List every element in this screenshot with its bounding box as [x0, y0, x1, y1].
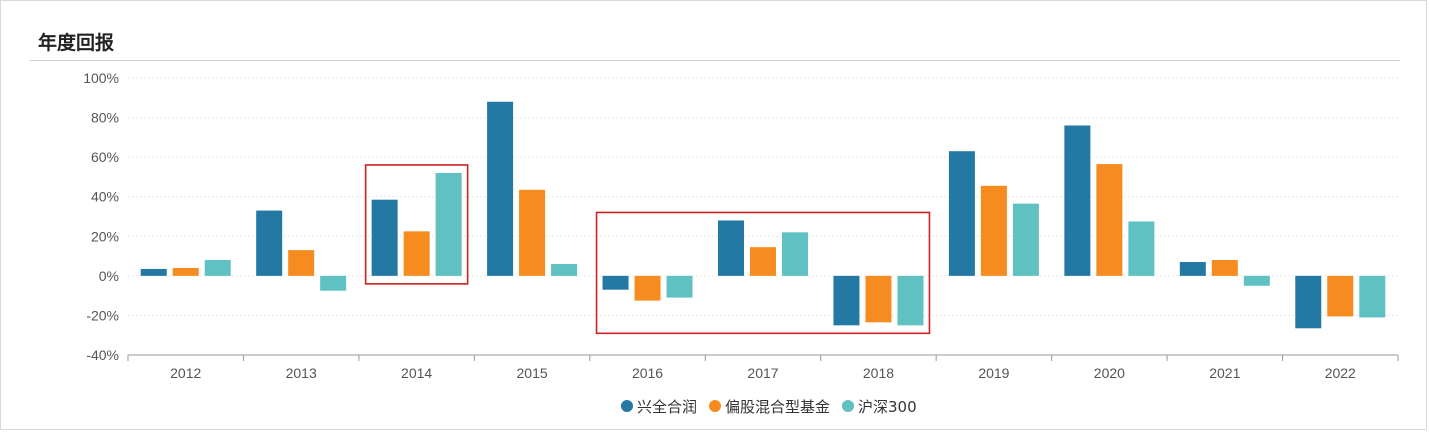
bar-2020-series-3[interactable] [1128, 221, 1155, 276]
bar-2014-series-2[interactable] [403, 231, 430, 276]
bar-2015-series-2[interactable] [519, 189, 546, 276]
bar-2014-series-3[interactable] [435, 172, 462, 276]
bar-2018-series-1[interactable] [833, 275, 860, 326]
grid-layer: 100% 80% 60% 40% 20% 0% -20% -40% [83, 70, 1398, 363]
legend-item-series-3[interactable]: 沪深300 [842, 398, 917, 416]
legend-swatch [842, 400, 854, 412]
y-tick-label: -40% [86, 347, 119, 363]
bar-2017-series-1[interactable] [718, 220, 744, 276]
bar-2017-series-2[interactable] [750, 247, 776, 276]
bar-2017-series-3[interactable] [782, 232, 808, 276]
bar-2013-series-1[interactable] [256, 210, 283, 276]
bar-2016-series-2[interactable] [634, 275, 661, 301]
bar-2016-series-1[interactable] [602, 275, 629, 290]
highlight-layer [364, 164, 931, 335]
x-tick-label: 2016 [632, 365, 663, 381]
bar-2016-series-3[interactable] [666, 275, 693, 298]
bar-2022-series-3[interactable] [1359, 275, 1386, 318]
x-tick-label: 2019 [978, 365, 1009, 381]
y-tick-label: 100% [83, 70, 119, 86]
bar-2018-series-2[interactable] [865, 275, 892, 323]
y-tick-label: 60% [91, 149, 119, 165]
bar-2022-series-1[interactable] [1295, 275, 1322, 329]
bar-2013-series-3[interactable] [320, 275, 347, 291]
x-tick-label: 2014 [401, 365, 432, 381]
legend-label: 偏股混合型基金 [725, 398, 830, 416]
legend[interactable]: 兴全合润 偏股混合型基金 沪深300 [621, 398, 917, 416]
legend-item-series-2[interactable]: 偏股混合型基金 [709, 398, 830, 416]
bars-layer [140, 101, 1386, 329]
bar-2012-series-3[interactable] [204, 260, 231, 276]
bar-2020-series-1[interactable] [1064, 125, 1091, 276]
x-tick-label: 2015 [517, 365, 548, 381]
legend-label: 兴全合润 [637, 398, 697, 416]
bar-2013-series-2[interactable] [288, 250, 315, 276]
bar-2021-series-1[interactable] [1179, 262, 1206, 276]
bar-2019-series-2[interactable] [980, 185, 1007, 276]
bar-2019-series-1[interactable] [948, 151, 975, 276]
y-tick-label: -20% [86, 307, 119, 323]
highlight-box-1 [364, 164, 469, 285]
x-tick-label: 2013 [286, 365, 317, 381]
bar-2012-series-2[interactable] [172, 267, 199, 276]
y-tick-label: 80% [91, 110, 119, 126]
x-tick-label: 2018 [863, 365, 894, 381]
x-tick-label: 2017 [747, 365, 778, 381]
x-tick-label: 2012 [170, 365, 201, 381]
y-tick-label: 40% [91, 189, 119, 205]
bar-2012-series-1[interactable] [140, 268, 167, 276]
bar-2015-series-1[interactable] [487, 101, 514, 276]
bar-2019-series-3[interactable] [1012, 203, 1039, 276]
legend-swatch [621, 400, 633, 412]
bar-2021-series-2[interactable] [1211, 260, 1238, 276]
x-tick-label: 2021 [1209, 365, 1240, 381]
panel-title: 年度回报 [38, 32, 115, 54]
bar-2021-series-3[interactable] [1243, 275, 1270, 286]
x-tick-label: 2022 [1325, 365, 1356, 381]
y-tick-label: 20% [91, 228, 119, 244]
legend-swatch [709, 400, 721, 412]
legend-label: 沪深300 [858, 398, 917, 416]
bar-2015-series-3[interactable] [551, 263, 578, 276]
bar-2014-series-1[interactable] [371, 199, 398, 276]
legend-item-series-1[interactable]: 兴全合润 [621, 398, 697, 416]
y-tick-label: 0% [99, 268, 119, 284]
highlight-box-2 [595, 211, 931, 335]
bar-2018-series-3[interactable] [897, 275, 924, 326]
title-divider [30, 60, 1400, 61]
bar-2020-series-2[interactable] [1096, 164, 1123, 276]
bar-2022-series-2[interactable] [1327, 275, 1354, 317]
x-tick-label: 2020 [1094, 365, 1125, 381]
axis-layer: 2012 2013 2014 2015 2016 2017 2018 2019 2020 2021… [127, 354, 1399, 381]
